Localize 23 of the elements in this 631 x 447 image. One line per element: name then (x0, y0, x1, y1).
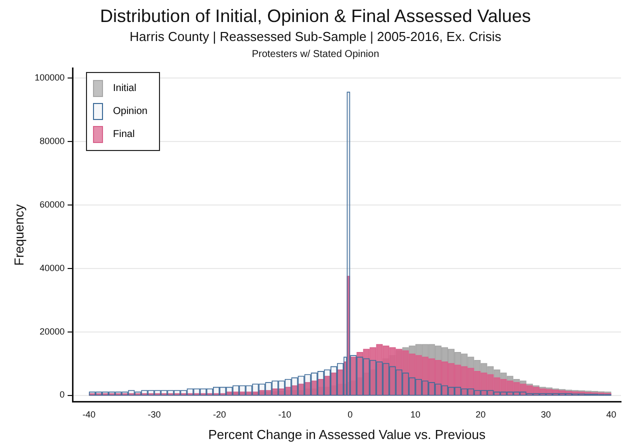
y-tick-label: 80000 (40, 136, 65, 146)
y-tick-label: 20000 (40, 326, 65, 336)
x-tick-label: 0 (348, 409, 353, 420)
text: Protesters w/ Stated Opinion (250, 49, 380, 60)
x-tick-label: 10 (410, 409, 420, 420)
chart-title: Distribution of Initial, Opinion & Final Assessed Values (99, 6, 532, 27)
x-tick-label: -30 (148, 409, 161, 420)
x-tick-label: 40 (606, 409, 616, 420)
chart-subtitle: Harris County | Reassessed Sub-Sample | 2005-2016, Ex. Crisis (128, 29, 502, 44)
legend-label: Final (113, 129, 135, 140)
x-tick-label: 30 (540, 409, 551, 420)
y-tick-label: 40000 (40, 262, 65, 273)
x-tick-label: -10 (278, 409, 292, 420)
legend-label: Opinion (113, 106, 148, 117)
y-tick-label: 60000 (40, 199, 65, 210)
x-tick-label: -20 (213, 409, 226, 420)
x-tick-label: 20 (476, 409, 486, 420)
x-tick-label: -40 (82, 409, 96, 420)
y-axis-title: Frequency (11, 204, 26, 266)
x-axis-title: Percent Change in Assessed Value vs. Previous (208, 426, 486, 442)
y-tick-label: 100000 (34, 72, 65, 82)
y-tick-label: 0 (60, 390, 65, 400)
legend-label: Initial (113, 83, 136, 94)
